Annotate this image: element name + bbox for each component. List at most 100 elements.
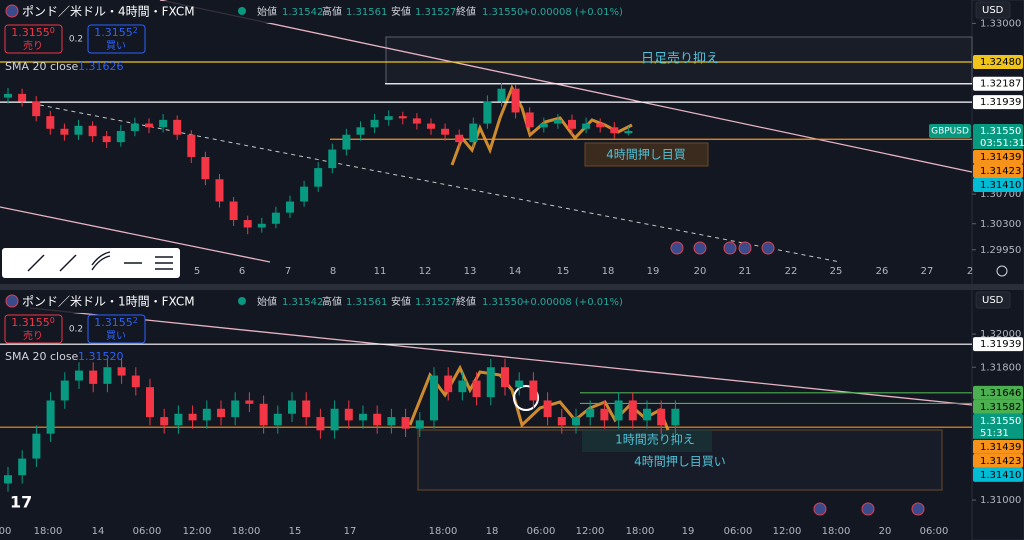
buy-label: 買い bbox=[106, 330, 126, 342]
candle-body bbox=[455, 134, 464, 143]
price-tag-label: 1.31410 bbox=[980, 470, 1021, 481]
x-tick-label: 18:00 bbox=[232, 526, 261, 537]
x-tick-label: 18:00 bbox=[822, 526, 851, 537]
x-tick-label: 25 bbox=[830, 266, 843, 277]
buy-button[interactable] bbox=[87, 24, 146, 54]
candle-body bbox=[18, 458, 27, 476]
x-tick-label: 21 bbox=[739, 266, 752, 277]
candle-body bbox=[201, 156, 210, 180]
buy-price: 1.31552 bbox=[94, 316, 138, 330]
x-tick-label: 18 bbox=[602, 266, 615, 277]
candle-body bbox=[486, 367, 495, 398]
candle-body bbox=[316, 417, 325, 431]
x-tick-label: 06:00 bbox=[920, 526, 949, 537]
symbol-name: ポンド／米ドル・1時間・FXCM bbox=[22, 295, 195, 309]
buy-price-main: 1.3155 bbox=[94, 26, 133, 39]
candle-body bbox=[671, 408, 680, 426]
sell-button[interactable] bbox=[4, 24, 63, 54]
candle-body bbox=[557, 417, 566, 426]
countdown-tag bbox=[973, 137, 1023, 149]
price-tag bbox=[973, 76, 1023, 91]
buy-button[interactable] bbox=[87, 314, 146, 344]
candle-body bbox=[202, 408, 211, 421]
candle-body bbox=[146, 387, 154, 418]
price-tag bbox=[973, 124, 1023, 138]
candle-body bbox=[300, 186, 309, 202]
y-tick-label: 1.31800 bbox=[980, 362, 1021, 373]
candle-body bbox=[117, 367, 126, 376]
candle-body bbox=[187, 134, 196, 157]
status-dot bbox=[238, 7, 246, 15]
sell-price-sup: 0 bbox=[50, 316, 55, 325]
x-tick-label: 19 bbox=[647, 266, 660, 277]
price-tag bbox=[973, 413, 1023, 428]
candle-body bbox=[572, 417, 580, 426]
price-tag-label: 1.31439 bbox=[980, 442, 1021, 453]
candle-body bbox=[74, 125, 83, 135]
candle-body bbox=[243, 220, 252, 228]
ohlc-high-label: 高値 bbox=[322, 295, 342, 308]
candle-body bbox=[286, 201, 294, 213]
sell-zone bbox=[582, 430, 712, 452]
ohlc-high: 1.31561 bbox=[346, 7, 387, 18]
trendline bbox=[159, 0, 973, 173]
sell-price: 1.31550 bbox=[11, 26, 55, 40]
candle-body bbox=[314, 168, 323, 187]
x-tick-label: 12:00 bbox=[183, 526, 212, 537]
price-tag bbox=[973, 453, 1023, 468]
candle-body bbox=[330, 408, 339, 431]
sell-price-main: 1.3155 bbox=[11, 26, 50, 39]
x-tick-label: 18:00 bbox=[626, 526, 655, 537]
x-tick-label: 20 bbox=[879, 526, 892, 537]
candle-body bbox=[511, 88, 520, 113]
price-tag bbox=[973, 337, 1023, 352]
spread: 0.2 bbox=[69, 35, 83, 45]
x-tick-label: 27 bbox=[921, 266, 934, 277]
x-tick-label: 18:00 bbox=[34, 526, 63, 537]
drawing-toolbar[interactable] bbox=[2, 248, 180, 278]
candle-body bbox=[60, 380, 69, 401]
price-tag bbox=[973, 467, 1023, 482]
candle-body bbox=[398, 116, 407, 119]
candle-body bbox=[628, 400, 637, 421]
x-tick-label: 06:00 bbox=[527, 526, 556, 537]
candle-body bbox=[173, 119, 182, 135]
candle-body bbox=[384, 116, 393, 120]
price-tag bbox=[973, 178, 1023, 192]
candle-body bbox=[370, 119, 379, 128]
candle-body bbox=[60, 128, 69, 135]
trendline bbox=[0, 206, 271, 263]
ohlc-low-label: 安値 bbox=[391, 295, 411, 308]
sell-label: 売り bbox=[23, 329, 43, 342]
indicator-name: SMA 20 close bbox=[5, 350, 79, 363]
candle-body bbox=[116, 131, 125, 143]
settings-icon[interactable] bbox=[996, 265, 1008, 277]
annotation: 4時間押し目買い bbox=[634, 455, 726, 469]
currency-box[interactable] bbox=[975, 291, 1011, 309]
candle-body bbox=[159, 119, 168, 128]
status-dot bbox=[238, 297, 246, 305]
candle-body bbox=[271, 212, 280, 224]
candle-body bbox=[257, 223, 266, 228]
candle-body bbox=[46, 400, 55, 434]
currency-box[interactable] bbox=[975, 1, 1011, 19]
ohlc-low: 1.31527 bbox=[415, 297, 456, 308]
x-tick-label: 12:00 bbox=[773, 526, 802, 537]
candle-body bbox=[497, 88, 506, 102]
x-tick-label: 06:00 bbox=[724, 526, 753, 537]
candle-body bbox=[483, 101, 492, 124]
candle-body bbox=[458, 380, 467, 393]
header-bg bbox=[0, 1, 620, 23]
sell-button[interactable] bbox=[4, 314, 63, 344]
x-tick-label: 11 bbox=[374, 266, 387, 277]
candle-body bbox=[302, 400, 311, 418]
candle-body bbox=[441, 128, 450, 135]
price-tag-label: 1.31550 bbox=[980, 126, 1021, 137]
candle-body bbox=[553, 119, 562, 124]
symbol-tag bbox=[929, 124, 971, 138]
candle-body bbox=[356, 127, 365, 135]
sell-label: 売り bbox=[23, 39, 43, 52]
price-tag-label: 1.31410 bbox=[980, 180, 1021, 191]
countdown: 03:51:31 bbox=[980, 138, 1024, 149]
pane-separator bbox=[0, 284, 1024, 290]
